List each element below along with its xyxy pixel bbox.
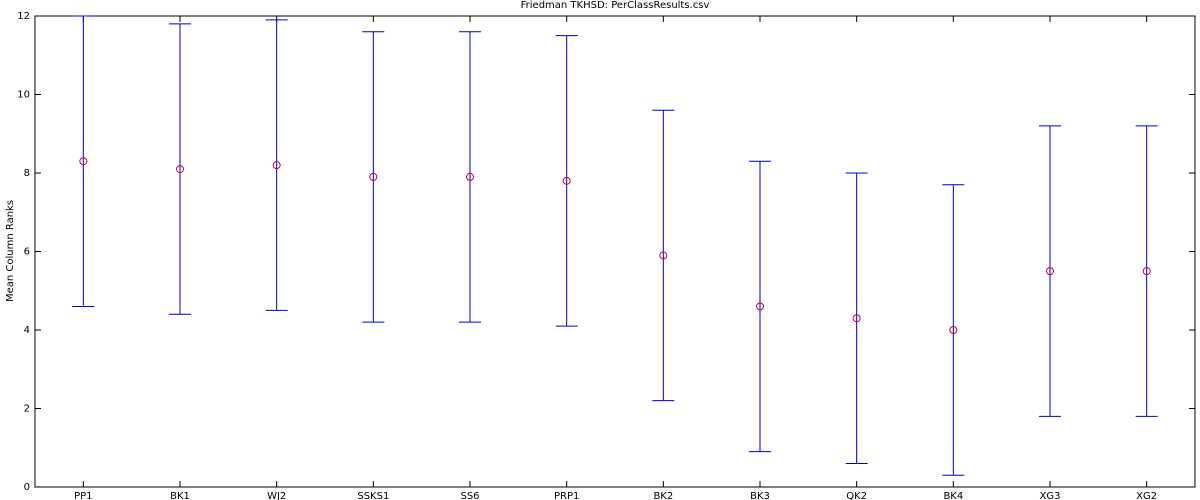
chart-title: Friedman TKHSD: PerClassResults.csv [521, 0, 710, 11]
mean-marker [272, 161, 281, 170]
mean-marker [756, 302, 764, 311]
x-tick-label: WJ2 [267, 491, 286, 500]
x-tick-label: BK3 [750, 491, 770, 500]
x-tick-label: PP1 [74, 491, 92, 500]
x-tick-label: BK4 [943, 491, 963, 500]
x-tick-label: BK2 [653, 491, 673, 500]
mean-marker [1142, 267, 1151, 276]
y-tick-label: 2 [24, 404, 30, 415]
mean-marker [1046, 267, 1054, 276]
plot-frame [34, 15, 1196, 488]
mean-marker [176, 165, 184, 174]
x-tick-label: XG3 [1040, 491, 1061, 500]
mean-marker [466, 172, 474, 181]
y-tick-label: 8 [24, 168, 30, 179]
mean-marker [659, 251, 668, 260]
y-tick-label: 0 [24, 482, 30, 493]
mean-marker [79, 157, 88, 166]
y-tick-label: 4 [24, 325, 30, 336]
x-tick-label: SSKS1 [357, 491, 389, 500]
x-tick-label: PRP1 [554, 491, 579, 500]
y-tick-label: 10 [17, 90, 30, 101]
mean-marker [852, 314, 861, 323]
mean-marker [369, 172, 378, 181]
x-tick-label: XG2 [1136, 491, 1157, 500]
x-tick-label: BK1 [170, 491, 190, 500]
x-tick-label: SS6 [460, 491, 479, 500]
y-axis-label: Mean Column Ranks [5, 200, 16, 302]
x-tick-label: QK2 [846, 491, 867, 500]
mean-marker [562, 176, 571, 185]
y-tick-label: 6 [24, 247, 30, 258]
mean-marker [949, 326, 958, 334]
y-tick-label: 12 [17, 11, 30, 22]
